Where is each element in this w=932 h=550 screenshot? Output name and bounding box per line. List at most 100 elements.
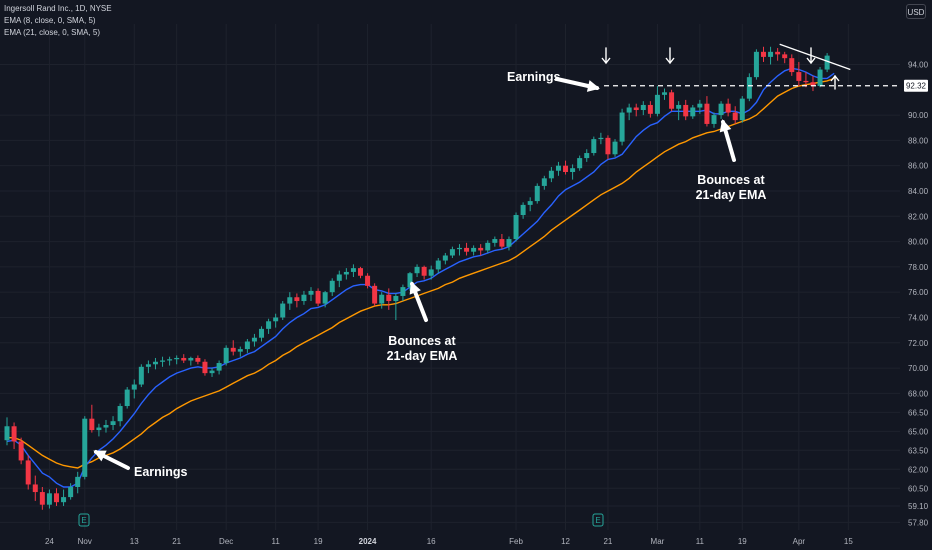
candle-body (103, 425, 109, 428)
candle-body (308, 290, 314, 295)
candle-body (287, 297, 293, 304)
candle-body (485, 242, 491, 251)
candle (803, 72, 809, 88)
candle (676, 101, 682, 121)
candle (167, 356, 173, 366)
x-tick-label: 19 (738, 537, 747, 546)
candle-body (4, 426, 10, 441)
candle-body (365, 275, 371, 286)
candle-body (216, 363, 222, 371)
y-tick-label: 62.00 (908, 465, 929, 474)
candle-body (350, 268, 356, 272)
candle-body (301, 294, 307, 302)
candle-body (612, 141, 618, 155)
candle (640, 101, 646, 116)
candle (584, 149, 590, 162)
y-tick-label: 76.00 (908, 288, 929, 297)
candle-body (251, 337, 257, 342)
candle (753, 49, 759, 80)
svg-text:E: E (81, 516, 86, 525)
y-tick-label: 66.50 (908, 408, 929, 417)
candle (209, 368, 215, 377)
candle-body (174, 357, 180, 360)
y-tick-label: 60.50 (908, 484, 929, 493)
candle (124, 387, 130, 409)
x-tick-label: 11 (696, 537, 705, 546)
candle-body (513, 215, 519, 240)
candle (103, 419, 109, 433)
candle-body (61, 497, 67, 503)
candle-body (53, 493, 59, 503)
candle (53, 488, 59, 506)
x-tick-label: 24 (45, 537, 54, 546)
candle-body (68, 486, 74, 498)
candle (492, 236, 498, 247)
candle-body (619, 112, 625, 142)
candle-body (294, 297, 300, 302)
ema8-layer (6, 67, 835, 488)
y-tick-label: 65.00 (908, 427, 929, 436)
candle (506, 236, 512, 251)
earnings-annotation-left: Earnings (134, 465, 188, 479)
candle-body (138, 366, 144, 385)
candle-body (492, 239, 498, 243)
candle (478, 244, 484, 256)
y-tick-label: 70.00 (908, 364, 929, 373)
candle-body (824, 55, 830, 70)
candle-body (640, 104, 646, 111)
y-tick-label: 80.00 (908, 238, 929, 247)
candle-body (209, 370, 215, 374)
candle (372, 283, 378, 307)
candle-body (471, 247, 477, 252)
candle-body (322, 292, 328, 304)
candle (577, 155, 583, 171)
legend-ema-fast: EMA (8, close, 0, SMA, 5) (4, 16, 96, 25)
candle (605, 135, 611, 160)
candle (25, 455, 31, 490)
bounce-arrow-right (719, 119, 736, 162)
candle-body (428, 269, 434, 276)
candle (619, 108, 625, 146)
price-tag: 92.32 (904, 79, 928, 92)
candle (775, 48, 781, 61)
candle-body (775, 51, 781, 55)
candle (244, 338, 250, 353)
candle-body (711, 115, 717, 124)
currency-button[interactable]: USD (906, 4, 926, 19)
candle-body (96, 427, 102, 431)
candle-body (336, 274, 342, 281)
candle-body (782, 54, 788, 59)
candle-body (435, 260, 441, 270)
candle (46, 489, 52, 509)
candle-body (598, 137, 604, 140)
candle (760, 46, 766, 62)
candle (89, 404, 95, 433)
earnings-badge-right[interactable]: E (592, 513, 604, 527)
candle-body (372, 285, 378, 304)
candle (704, 96, 710, 127)
candle (358, 266, 363, 279)
candle-body (266, 321, 272, 329)
candle-body (506, 239, 512, 247)
candle-body (570, 168, 576, 173)
candle-body (718, 103, 724, 116)
x-tick-label: 16 (427, 537, 436, 546)
candle (386, 288, 392, 310)
candle-body (591, 139, 597, 154)
candle-body (548, 170, 554, 179)
candle-body (478, 247, 484, 251)
candle (315, 288, 321, 307)
down-arrow-1 (601, 47, 611, 65)
candle (11, 422, 17, 450)
x-tick-label: Dec (219, 537, 233, 546)
candle-body (739, 98, 745, 121)
candle (449, 246, 455, 259)
candle (499, 233, 505, 250)
candle (181, 354, 187, 364)
earnings-arrow-right (555, 77, 600, 92)
earnings-badge-left[interactable]: E (78, 513, 90, 527)
x-tick-label: Nov (78, 537, 92, 546)
candle (768, 46, 774, 65)
candle-body (230, 347, 236, 352)
